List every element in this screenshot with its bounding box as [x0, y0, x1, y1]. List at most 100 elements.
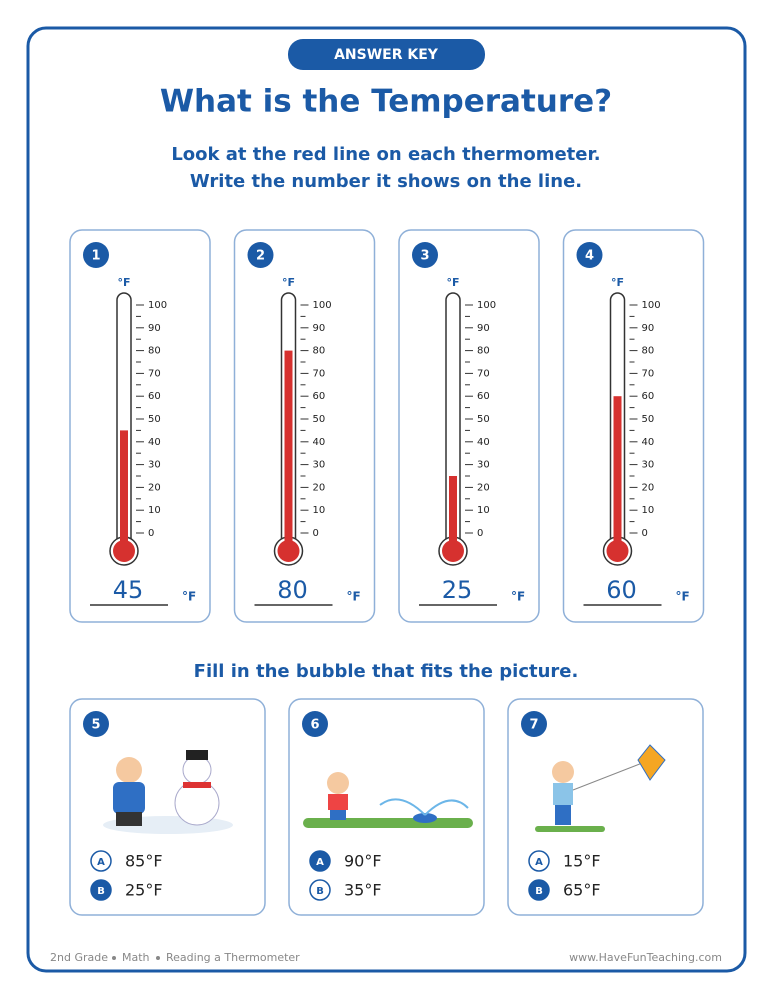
number-badge	[302, 711, 328, 737]
scale-label: 20	[313, 482, 326, 493]
bubble-letter: B	[97, 886, 105, 897]
option: 65°F	[563, 881, 601, 900]
scale-label: 0	[148, 528, 154, 539]
number-badge	[412, 242, 438, 268]
number: 6	[310, 718, 319, 733]
scale-label: 30	[642, 460, 655, 471]
answer: 60	[606, 576, 637, 604]
bubble-letter: B	[535, 886, 543, 897]
scale-label: 80	[313, 346, 326, 357]
scale-label: 90	[148, 323, 161, 334]
title: What is the Temperature?	[160, 84, 612, 120]
scale-label: 80	[477, 346, 490, 357]
scale-label: 70	[477, 368, 490, 379]
unit: °F	[511, 590, 525, 604]
scale-label: 70	[642, 368, 655, 379]
bubble-letter: A	[316, 857, 324, 868]
mercury	[120, 430, 128, 552]
card	[69, 698, 266, 916]
unit: °F	[347, 590, 361, 604]
scale-label: 60	[148, 391, 161, 402]
scale-label: 10	[313, 505, 326, 516]
scale-label: 50	[313, 414, 326, 425]
number: 3	[420, 249, 429, 264]
scale-label: 50	[148, 414, 161, 425]
bubble-letter: A	[97, 857, 105, 868]
bulb	[606, 540, 629, 562]
scale-label: 60	[642, 391, 655, 402]
answer: 45	[113, 576, 144, 604]
scale-label: 0	[642, 528, 648, 539]
scale-label: 100	[313, 300, 332, 311]
scale-label: 20	[148, 482, 161, 493]
unit: °F	[676, 590, 690, 604]
number: 7	[529, 718, 538, 733]
scale-label: 100	[477, 300, 496, 311]
scale-label: 10	[148, 505, 161, 516]
number: 5	[91, 718, 100, 733]
number-badge	[521, 711, 547, 737]
footer: 2nd Grade Math Reading a Thermometer www…	[50, 951, 722, 964]
option: 90°F	[344, 852, 382, 871]
scale-label: 100	[148, 300, 167, 311]
card	[69, 229, 211, 623]
instruction: Fill in the bubble that fits the picture…	[194, 661, 579, 682]
instruction: Write the number it shows on the line.	[190, 171, 582, 192]
badge-bg	[288, 39, 485, 70]
mercury	[613, 396, 622, 552]
scale-label: 60	[477, 391, 490, 402]
card	[233, 229, 376, 623]
instruction: Look at the red line on each thermometer…	[171, 144, 600, 165]
scale-label: 40	[148, 437, 161, 448]
bubble	[528, 850, 550, 872]
bubble	[309, 850, 331, 872]
unit: °F	[611, 276, 624, 289]
illustration-sprinkler	[303, 772, 473, 828]
scale-label: 10	[477, 505, 490, 516]
illustration-kite	[535, 744, 666, 832]
scale-label: 100	[642, 300, 661, 311]
unit: °F	[182, 590, 196, 604]
bubble	[309, 879, 331, 901]
scale-label: 0	[313, 528, 319, 539]
bubble	[90, 879, 112, 901]
card	[288, 698, 485, 916]
option: 35°F	[344, 881, 382, 900]
card	[507, 698, 704, 916]
scale-label: 30	[477, 460, 490, 471]
scale-label: 90	[477, 323, 490, 334]
scale-label: 40	[477, 437, 490, 448]
card	[562, 229, 705, 623]
page-border	[26, 26, 747, 973]
dot	[112, 956, 116, 960]
bubble	[90, 850, 112, 872]
bulb	[442, 540, 464, 562]
bubble	[528, 879, 550, 901]
option: 25°F	[125, 881, 163, 900]
footer-text: Reading a Thermometer	[166, 951, 300, 964]
unit: °F	[117, 276, 130, 289]
answer: 80	[277, 576, 308, 604]
footer-text: www.HaveFunTeaching.com	[569, 951, 722, 964]
number-badge	[247, 242, 274, 268]
scale-label: 60	[313, 391, 326, 402]
scale-label: 70	[148, 368, 161, 379]
scale-label: 0	[477, 528, 483, 539]
scale-label: 90	[642, 323, 655, 334]
footer-text: Math	[122, 951, 150, 964]
number-badge	[576, 242, 603, 268]
bulb	[113, 540, 135, 562]
bulb	[277, 540, 300, 562]
scale-label: 70	[313, 368, 326, 379]
mercury	[284, 350, 293, 552]
scale-label: 90	[313, 323, 326, 334]
bubble-letter: B	[316, 886, 324, 897]
scale-label: 30	[148, 460, 161, 471]
footer-text: 2nd Grade	[50, 951, 108, 964]
scale-label: 10	[642, 505, 655, 516]
badge: ANSWER KEY	[334, 47, 439, 63]
dot	[156, 956, 160, 960]
number: 4	[585, 249, 594, 264]
scale-label: 40	[642, 437, 655, 448]
